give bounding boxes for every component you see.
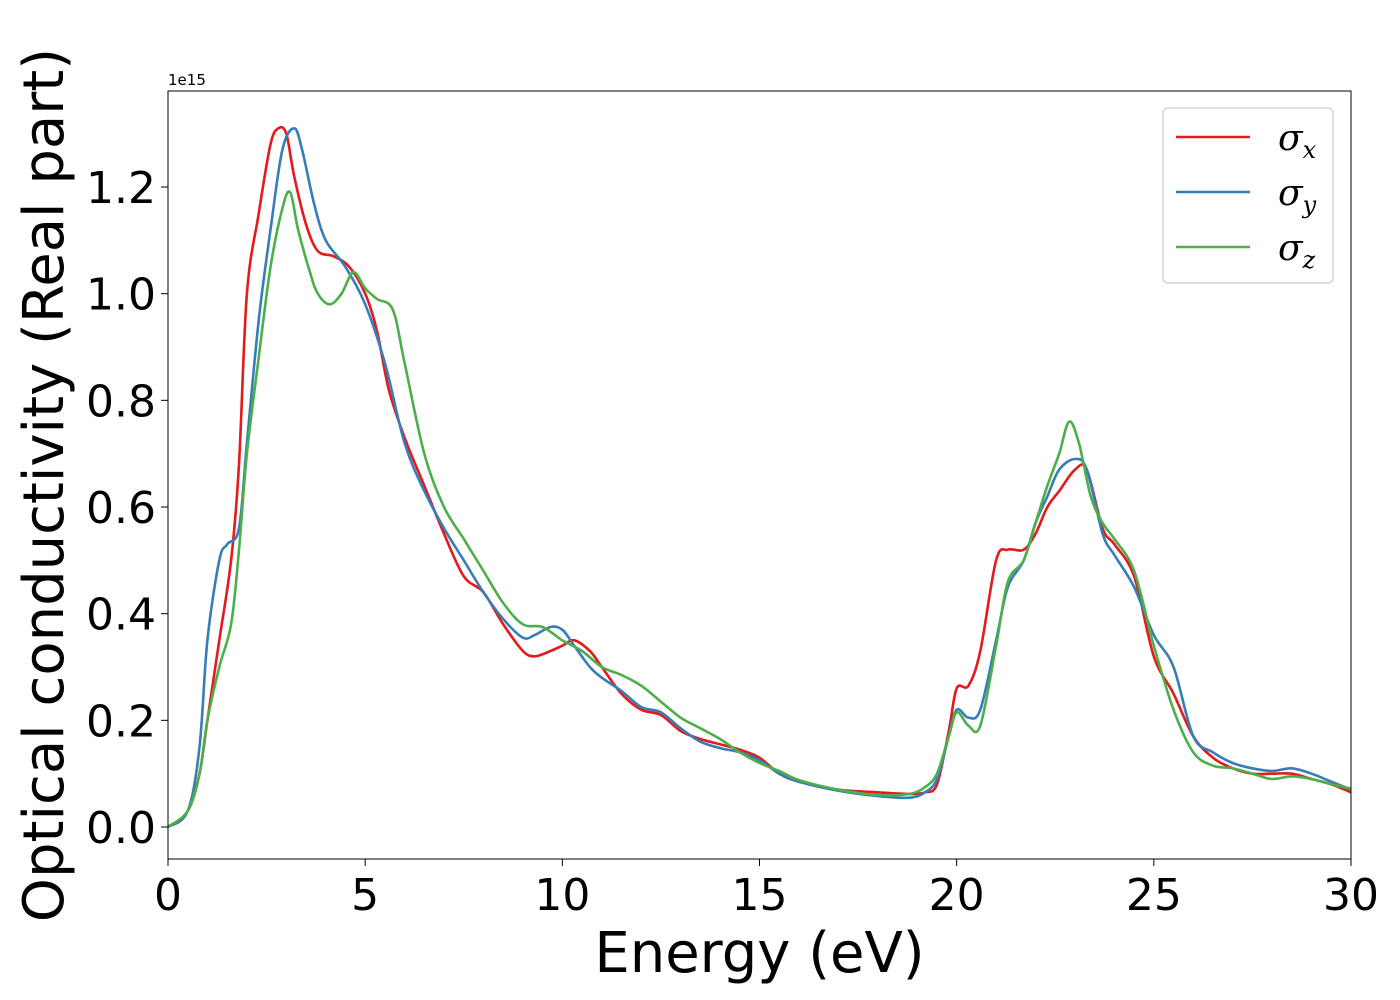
y-tick-label: 0.2: [86, 696, 156, 747]
series-line-y: [168, 127, 1351, 829]
y-axis-title: Optical conductivity (Real part): [12, 48, 77, 922]
y-tick-label: 0.0: [86, 803, 156, 854]
x-tick-label: 25: [1126, 870, 1182, 921]
series-line-z: [168, 190, 1351, 829]
legend-box: [1162, 107, 1334, 284]
x-tick-label: 0: [154, 870, 182, 921]
x-axis: 0 5 10 15 20 25 30: [154, 859, 1379, 921]
x-tick-label: 15: [732, 870, 788, 921]
x-tick-label: 5: [351, 870, 379, 921]
y-tick-label: 1.2: [86, 163, 156, 214]
series-layer: [168, 125, 1351, 829]
y-axis: 0.0 0.2 0.4 0.6 0.8 1.0 1.2: [86, 163, 168, 854]
x-axis-title: Energy (eV): [594, 921, 924, 986]
y-tick-label: 1.0: [86, 270, 156, 321]
y-offset-text: 1e15: [168, 71, 206, 89]
y-tick-label: 0.8: [86, 376, 156, 427]
x-tick-label: 30: [1323, 870, 1379, 921]
x-tick-label: 20: [929, 870, 985, 921]
x-tick-label: 10: [534, 870, 590, 921]
y-tick-label: 0.4: [86, 590, 156, 641]
y-tick-label: 0.6: [86, 483, 156, 534]
